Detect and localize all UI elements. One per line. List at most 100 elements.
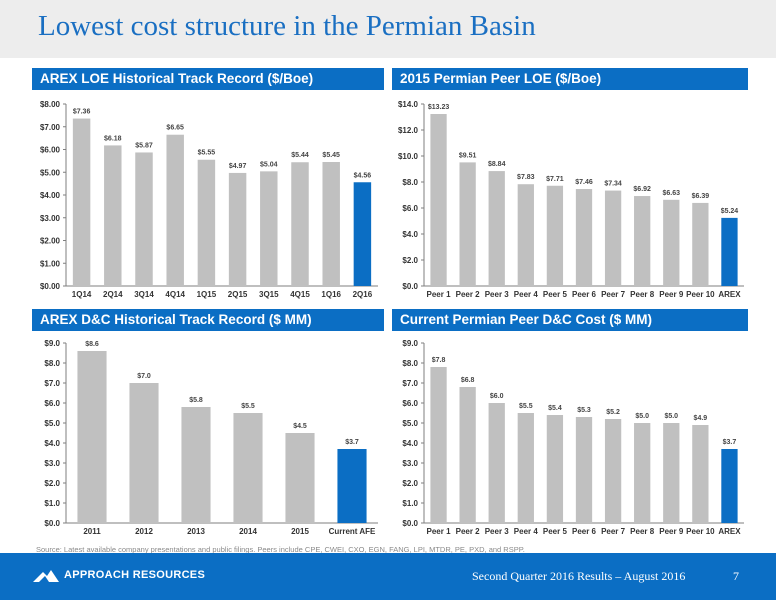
- chart-3-header: AREX D&C Historical Track Record ($ MM): [32, 309, 384, 331]
- y-tick-label: $7.00: [40, 123, 61, 132]
- x-tick-label-peer-1: Peer 1: [427, 527, 452, 536]
- bar-2q15: [228, 172, 247, 286]
- bar-peer-3: [488, 403, 505, 523]
- y-tick-label: $6.00: [40, 146, 61, 155]
- y-tick-label: $12.0: [398, 126, 419, 135]
- y-tick-label: $3.0: [402, 459, 418, 468]
- bar-peer-1: [430, 114, 447, 286]
- x-tick-label-peer-2: Peer 2: [456, 527, 481, 536]
- value-label-2015: $4.5: [293, 423, 307, 430]
- value-label-peer-4: $5.5: [519, 403, 533, 410]
- x-tick-label-peer-2: Peer 2: [456, 290, 481, 299]
- value-label-peer-8: $5.0: [635, 413, 649, 420]
- bar-current-afe: [337, 449, 367, 523]
- x-tick-label-2013: 2013: [187, 527, 205, 536]
- x-tick-label-3q14: 3Q14: [134, 290, 154, 299]
- x-tick-label-peer-7: Peer 7: [601, 290, 626, 299]
- bar-peer-10: [692, 202, 709, 286]
- bar-1q15: [197, 159, 216, 286]
- value-label-peer-5: $7.71: [546, 176, 564, 183]
- value-label-peer-5: $5.4: [548, 405, 562, 412]
- y-tick-label: $1.0: [402, 499, 418, 508]
- x-tick-label-peer-5: Peer 5: [543, 527, 568, 536]
- bar-2011: [77, 351, 107, 523]
- y-tick-label: $9.0: [402, 339, 418, 348]
- bar-peer-8: [634, 196, 651, 286]
- x-tick-label-2015: 2015: [291, 527, 309, 536]
- title-band: [0, 0, 776, 58]
- bar-2q14: [104, 145, 122, 286]
- bar-peer-7: [604, 190, 622, 286]
- bar-peer-3: [488, 171, 505, 286]
- arex-dc-chart: $0.0 $1.0 $2.0 $3.0 $4.0 $5.0 $6.0 $7.0 $8.0 $9.0…: [44, 339, 378, 536]
- chart-2-header: 2015 Permian Peer LOE ($/Boe): [392, 68, 748, 90]
- y-tick-label: $10.0: [398, 152, 419, 161]
- x-tick-label-2q14: 2Q14: [103, 290, 123, 299]
- y-tick-label: $0.0: [402, 519, 418, 528]
- x-tick-label-2q16: 2Q16: [353, 290, 373, 299]
- bar-peer-6: [575, 189, 593, 286]
- bar-peer-5: [546, 415, 564, 523]
- x-tick-label-1q14: 1Q14: [72, 290, 92, 299]
- y-tick-label: $5.0: [402, 419, 418, 428]
- y-tick-label: $2.0: [402, 256, 418, 265]
- y-tick-label: $7.0: [402, 379, 418, 388]
- value-label-peer-4: $7.83: [517, 174, 535, 181]
- bar-2013: [181, 407, 211, 523]
- x-tick-label-2q15: 2Q15: [228, 290, 248, 299]
- value-label-peer-3: $8.84: [488, 161, 506, 168]
- bar-arex: [721, 449, 738, 523]
- bar-peer-6: [575, 417, 593, 523]
- mountain-logo-icon: [33, 569, 59, 587]
- value-label-2013: $5.8: [189, 397, 203, 404]
- y-tick-label: $8.0: [44, 359, 60, 368]
- y-tick-label: $6.0: [402, 204, 418, 213]
- bar-peer-4: [517, 413, 534, 523]
- x-tick-label-peer-7: Peer 7: [601, 527, 626, 536]
- y-tick-label: $6.0: [402, 399, 418, 408]
- y-tick-label: $3.0: [44, 459, 60, 468]
- arex-loe-chart: $0.00 $1.00 $2.00 $3.00 $4.00 $5.00 $6.00 $7.00…: [40, 100, 378, 299]
- x-tick-label-2011: 2011: [83, 527, 101, 536]
- y-tick-label: $4.00: [40, 191, 61, 200]
- x-tick-label-1q15: 1Q15: [197, 290, 217, 299]
- value-label-2q16: $4.56: [354, 172, 372, 179]
- bar-2q16: [353, 182, 372, 286]
- y-tick-label: $2.00: [40, 237, 61, 246]
- value-label-peer-8: $6.92: [633, 186, 651, 193]
- value-label-peer-2: $9.51: [459, 152, 477, 159]
- y-tick-label: $9.0: [44, 339, 60, 348]
- y-tick-label: $7.0: [44, 379, 60, 388]
- x-tick-label-3q15: 3Q15: [259, 290, 279, 299]
- y-tick-label: $1.00: [40, 259, 61, 268]
- value-label-peer-10: $6.39: [692, 193, 710, 200]
- value-label-peer-6: $7.46: [575, 179, 593, 186]
- value-label-4q15: $5.44: [291, 152, 309, 159]
- y-tick-label: $0.0: [402, 282, 418, 291]
- value-label-peer-9: $6.63: [663, 190, 681, 197]
- x-tick-label-4q14: 4Q14: [165, 290, 185, 299]
- x-tick-label-peer-4: Peer 4: [514, 527, 539, 536]
- x-tick-label-peer-1: Peer 1: [427, 290, 452, 299]
- value-label-peer-2: $6.8: [461, 377, 475, 384]
- bar-1q14: [72, 118, 91, 286]
- y-tick-label: $14.0: [398, 100, 419, 109]
- bar-peer-2: [459, 387, 476, 523]
- chart-4-header: Current Permian Peer D&C Cost ($ MM): [392, 309, 748, 331]
- value-label-peer-7: $5.2: [606, 409, 620, 416]
- value-label-current-afe: $3.7: [345, 439, 359, 446]
- value-label-2q15: $4.97: [229, 163, 247, 170]
- value-label-2012: $7.0: [137, 373, 151, 380]
- x-tick-label-peer-6: Peer 6: [572, 527, 597, 536]
- page-number: 7: [733, 569, 739, 583]
- y-tick-label: $2.0: [402, 479, 418, 488]
- value-label-peer-1: $13.23: [428, 104, 450, 111]
- bar-peer-1: [430, 367, 447, 523]
- value-label-peer-3: $6.0: [490, 393, 504, 400]
- bar-3q14: [135, 152, 153, 286]
- value-label-peer-7: $7.34: [604, 181, 622, 188]
- y-tick-label: $3.00: [40, 214, 61, 223]
- bar-peer-9: [663, 423, 680, 523]
- bar-arex: [721, 217, 738, 286]
- x-tick-label-2012: 2012: [135, 527, 153, 536]
